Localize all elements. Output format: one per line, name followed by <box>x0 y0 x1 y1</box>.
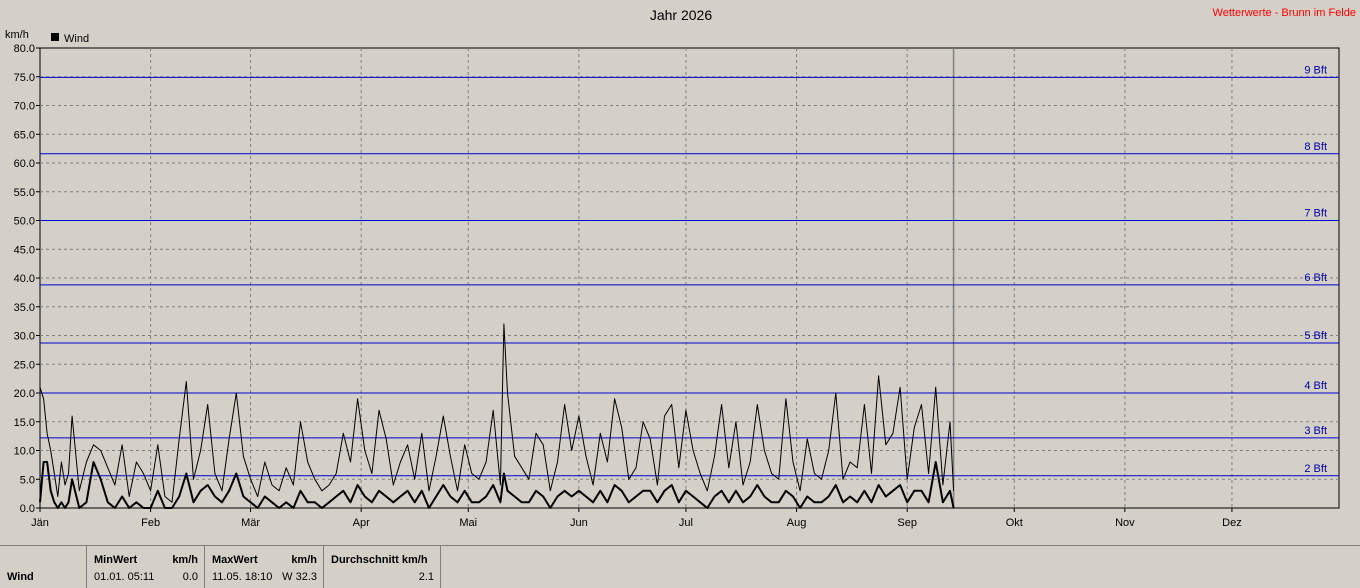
y-tick-label: 60.0 <box>14 158 35 170</box>
series-line-max <box>39 323 955 503</box>
x-tick-label: Jän <box>31 517 49 529</box>
beaufort-label: 3 Bft <box>1304 425 1327 437</box>
x-tick-label: Mär <box>241 517 260 529</box>
axes: 0.0 5.0 10.0 15.0 20.0 25.0 30.0 35.0 40.0 45.0 50… <box>14 43 1242 529</box>
chart: 2 Bft 3 Bft 4 Bft 5 Bft 6 Bft 7 Bft 8 Bft 9 Bft… <box>5 7 1356 529</box>
beaufort-label: 7 Bft <box>1304 208 1327 220</box>
avg-value: 2.1 <box>418 571 434 583</box>
y-tick-label: 10.0 <box>14 446 35 458</box>
y-axis-unit: km/h <box>5 29 29 41</box>
y-tick-label: 25.0 <box>14 359 35 371</box>
legend-swatch <box>51 33 59 41</box>
beaufort-lines: 2 Bft 3 Bft 4 Bft 5 Bft 6 Bft 7 Bft 8 Bft 9 Bft <box>40 64 1339 477</box>
max-time: 11.05. 18:10 <box>212 571 273 583</box>
y-tick-label: 5.0 <box>20 474 35 486</box>
x-tick-label: Sep <box>897 517 917 529</box>
y-tick-label: 65.0 <box>14 129 35 141</box>
max-value: W 32.3 <box>282 571 317 583</box>
x-tick-label: Apr <box>353 517 370 529</box>
x-tick-label: Nov <box>1115 517 1135 529</box>
y-tick-label: 20.0 <box>14 388 35 400</box>
series-line-mean <box>39 461 955 509</box>
y-tick-label: 70.0 <box>14 101 35 113</box>
beaufort-label: 5 Bft <box>1304 330 1327 342</box>
beaufort-label: 6 Bft <box>1304 272 1327 284</box>
beaufort-label: 4 Bft <box>1304 380 1327 392</box>
y-tick-label: 0.0 <box>20 503 35 515</box>
y-tick-label: 30.0 <box>14 331 35 343</box>
y-tick-label: 50.0 <box>14 216 35 228</box>
x-tick-label: Mai <box>459 517 477 529</box>
y-tick-label: 15.0 <box>14 417 35 429</box>
y-tick-label: 35.0 <box>14 302 35 314</box>
y-tick-label: 55.0 <box>14 187 35 199</box>
min-unit: km/h <box>172 554 198 566</box>
beaufort-label: 9 Bft <box>1304 64 1327 76</box>
min-header: MinWert <box>94 554 138 566</box>
y-tick-label: 75.0 <box>14 72 35 84</box>
source-label: Wetterwerte - Brunn im Felde <box>1213 7 1356 19</box>
max-header: MaxWert <box>212 554 258 566</box>
footer-min-cell: MinWert km/h 01.01. 05:11 0.0 <box>87 546 205 588</box>
chart-title: Jahr 2026 <box>650 7 712 23</box>
y-tick-label: 45.0 <box>14 244 35 256</box>
series-group <box>39 323 955 509</box>
y-tick-label: 40.0 <box>14 273 35 285</box>
min-time: 01.01. 05:11 <box>94 571 155 583</box>
min-value: 0.0 <box>182 571 198 583</box>
beaufort-label: 8 Bft <box>1304 141 1327 153</box>
footer-avg-cell: Durchschnitt km/h 2.1 <box>324 546 441 588</box>
footer-max-cell: MaxWert km/h 11.05. 18:10 W 32.3 <box>205 546 324 588</box>
x-tick-label: Jun <box>570 517 588 529</box>
x-tick-label: Aug <box>787 517 807 529</box>
x-tick-label: Okt <box>1006 517 1023 529</box>
y-tick-label: 80.0 <box>14 43 35 55</box>
legend-label: Wind <box>64 33 89 45</box>
x-tick-label: Feb <box>141 517 160 529</box>
x-tick-label: Jul <box>679 517 693 529</box>
x-tick-label: Dez <box>1222 517 1242 529</box>
avg-header: Durchschnitt km/h <box>331 554 428 566</box>
footer-series-label: Wind <box>7 571 34 583</box>
max-unit: km/h <box>291 554 317 566</box>
statistics-footer: Wind MinWert km/h 01.01. 05:11 0.0 MaxWe… <box>0 545 1360 588</box>
footer-label-cell: Wind <box>0 546 87 588</box>
beaufort-label: 2 Bft <box>1304 463 1327 475</box>
